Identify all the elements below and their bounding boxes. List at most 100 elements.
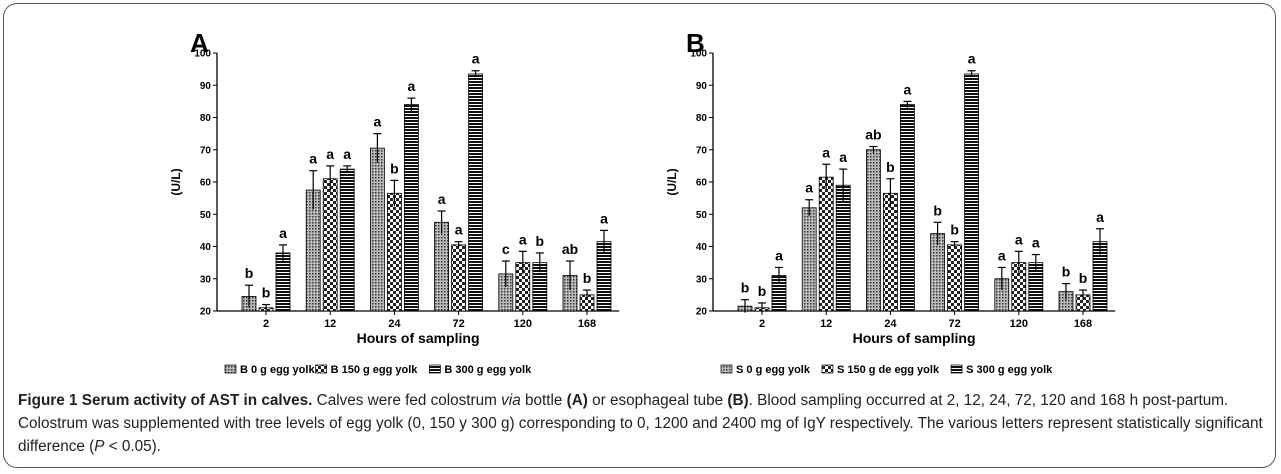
caption-plain: . Blood sampling occurred at 2, 12, 24, … xyxy=(18,392,1263,455)
significance-letter: a xyxy=(438,191,446,207)
significance-letter: b xyxy=(933,202,942,218)
y-tick-label: 90 xyxy=(200,81,212,92)
significance-letter: a xyxy=(1015,231,1023,247)
y-tick-label: 20 xyxy=(200,307,212,318)
y-tick-label: 50 xyxy=(696,210,708,221)
significance-letter: b xyxy=(1079,270,1088,286)
y-tick-label: 70 xyxy=(696,145,708,156)
y-tick-label: 100 xyxy=(194,49,211,60)
panel-label: B xyxy=(686,28,705,58)
x-tick-label: 168 xyxy=(1074,318,1092,330)
bar xyxy=(403,104,419,312)
caption-plain: Calves were fed colostrum xyxy=(312,392,502,409)
significance-letter: a xyxy=(343,146,351,162)
caption-plain: or esophageal tube xyxy=(587,392,728,409)
significance-letter: a xyxy=(472,51,480,67)
caption-bold: Figure 1 Serum activity of AST in calves… xyxy=(18,392,313,409)
legend-label: B 0 g egg yolk xyxy=(240,364,315,376)
significance-letter: a xyxy=(1032,235,1040,251)
x-tick-label: 12 xyxy=(820,318,832,330)
significance-letter: a xyxy=(822,144,830,160)
bar xyxy=(818,176,834,312)
bar xyxy=(835,184,851,312)
y-tick-label: 40 xyxy=(696,242,708,253)
x-axis-label: Hours of sampling xyxy=(357,330,480,346)
significance-letter: a xyxy=(374,114,382,130)
x-tick-label: 12 xyxy=(324,318,336,330)
x-axis-label: Hours of sampling xyxy=(853,330,976,346)
legend-swatch xyxy=(821,364,834,374)
significance-letter: a xyxy=(775,247,783,263)
significance-letter: a xyxy=(839,149,847,165)
significance-letter: a xyxy=(805,180,813,196)
significance-letter: a xyxy=(279,225,287,241)
legend-swatch xyxy=(720,364,733,374)
legend-swatch xyxy=(950,364,963,374)
significance-letter: b xyxy=(758,283,767,299)
y-tick-label: 90 xyxy=(696,81,708,92)
bar xyxy=(883,192,898,312)
x-tick-label: 72 xyxy=(948,318,960,330)
significance-letter: b xyxy=(886,159,895,175)
significance-letter: a xyxy=(519,231,527,247)
bar xyxy=(930,233,945,312)
y-axis-label: (U/L) xyxy=(169,168,183,195)
bar xyxy=(866,149,881,312)
significance-letter: a xyxy=(968,51,976,67)
panel-label: A xyxy=(190,28,209,58)
x-tick-label: 120 xyxy=(514,318,532,330)
legend-swatch xyxy=(315,364,327,374)
significance-letter: b xyxy=(741,280,750,296)
bar xyxy=(369,147,385,312)
caption-plain: bottle xyxy=(520,392,567,409)
bar xyxy=(468,73,484,312)
bar xyxy=(275,252,291,312)
legend-label: S 150 g de egg yolk xyxy=(837,364,940,376)
significance-letter: a xyxy=(904,81,912,97)
significance-letter: b xyxy=(1062,264,1071,280)
x-tick-label: 120 xyxy=(1010,318,1028,330)
caption-plain: < 0.05). xyxy=(104,438,162,455)
y-tick-label: 80 xyxy=(696,113,708,124)
y-axis-label: (U/L) xyxy=(665,168,679,195)
bar xyxy=(451,244,467,312)
legend-label: S 0 g egg yolk xyxy=(736,364,811,376)
bar xyxy=(339,168,355,312)
significance-letter: b xyxy=(262,285,271,301)
legend-label: S 300 g egg yolk xyxy=(966,364,1053,376)
bar xyxy=(322,178,338,312)
significance-letter: b xyxy=(536,233,545,249)
significance-letter: a xyxy=(309,151,317,167)
significance-letter: b xyxy=(583,270,592,286)
significance-letter: a xyxy=(455,222,463,238)
caption: Figure 1 Serum activity of AST in calves… xyxy=(18,389,1263,458)
y-tick-label: 30 xyxy=(696,274,708,285)
x-tick-label: 24 xyxy=(884,318,897,330)
figure: A (U/L) Hours of sampling 20 30 40 50 60 70 80 90 1… xyxy=(169,28,1116,376)
y-tick-label: 80 xyxy=(200,113,212,124)
caption-italic: P xyxy=(94,438,105,455)
legend-swatch xyxy=(224,364,237,374)
significance-letter: b xyxy=(390,160,399,176)
bar xyxy=(434,221,450,312)
x-tick-label: 2 xyxy=(759,318,765,330)
y-tick-label: 40 xyxy=(200,242,212,253)
bar xyxy=(900,104,915,312)
significance-letter: b xyxy=(245,265,254,281)
significance-letter: c xyxy=(502,241,510,257)
x-tick-label: 168 xyxy=(578,318,596,330)
y-tick-label: 60 xyxy=(696,178,708,189)
significance-letter: a xyxy=(998,247,1006,263)
significance-letter: a xyxy=(408,78,416,94)
figure-frame xyxy=(3,3,1276,468)
significance-letter: a xyxy=(326,146,334,162)
bar xyxy=(947,244,962,312)
legend-label: B 300 g egg yolk xyxy=(444,364,532,376)
x-tick-label: 24 xyxy=(388,318,401,330)
x-tick-label: 72 xyxy=(452,318,464,330)
y-tick-label: 30 xyxy=(200,274,212,285)
caption-bold: (A) xyxy=(566,392,588,409)
bar xyxy=(801,207,817,312)
x-tick-label: 2 xyxy=(263,318,269,330)
